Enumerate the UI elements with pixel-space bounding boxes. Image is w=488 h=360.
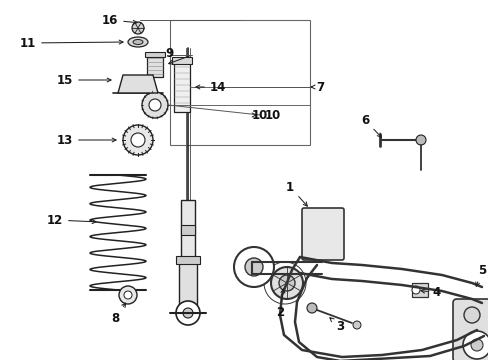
Bar [176, 256, 200, 264]
Text: 4: 4 [420, 287, 440, 300]
Text: 16: 16 [102, 14, 137, 27]
FancyBboxPatch shape [302, 208, 343, 260]
Bar [174, 62, 190, 112]
Text: 9: 9 [165, 46, 174, 59]
Text: 3: 3 [329, 318, 344, 333]
Text: 14: 14 [196, 81, 226, 94]
Circle shape [244, 258, 263, 276]
Text: 11: 11 [20, 36, 123, 50]
Circle shape [149, 99, 161, 111]
Circle shape [415, 135, 425, 145]
Circle shape [234, 247, 273, 287]
Text: 7: 7 [315, 81, 324, 94]
Circle shape [470, 339, 482, 351]
Text: 5: 5 [475, 264, 485, 286]
Circle shape [309, 218, 321, 230]
Ellipse shape [133, 40, 142, 45]
Bar [179, 260, 197, 305]
Bar [181, 225, 195, 235]
Text: 2: 2 [275, 289, 284, 320]
Text: 15: 15 [57, 73, 111, 86]
Circle shape [130, 76, 146, 92]
Bar [145, 52, 164, 57]
Circle shape [463, 307, 479, 323]
Circle shape [306, 303, 316, 313]
Bar [181, 200, 195, 260]
Bar [411, 283, 427, 297]
Polygon shape [118, 75, 158, 93]
Text: 10: 10 [251, 108, 267, 122]
Circle shape [142, 92, 168, 118]
Circle shape [309, 238, 321, 250]
Circle shape [132, 22, 143, 34]
Text: 8: 8 [111, 303, 125, 324]
Circle shape [279, 275, 294, 291]
Circle shape [183, 308, 193, 318]
Circle shape [462, 331, 488, 359]
Circle shape [119, 286, 137, 304]
Text: 6: 6 [360, 113, 381, 137]
Bar [172, 57, 192, 64]
Ellipse shape [128, 37, 148, 47]
Text: 10: 10 [264, 108, 281, 122]
Circle shape [324, 226, 339, 242]
Bar [170, 20, 309, 145]
Circle shape [123, 125, 153, 155]
Circle shape [352, 321, 360, 329]
Bar [147, 55, 163, 77]
Circle shape [124, 291, 132, 299]
Text: 1: 1 [285, 180, 307, 206]
Text: 12: 12 [47, 213, 96, 226]
Circle shape [131, 133, 145, 147]
Circle shape [176, 301, 200, 325]
Circle shape [270, 267, 303, 299]
FancyBboxPatch shape [452, 299, 488, 360]
Text: 13: 13 [57, 134, 116, 147]
Circle shape [411, 286, 419, 294]
